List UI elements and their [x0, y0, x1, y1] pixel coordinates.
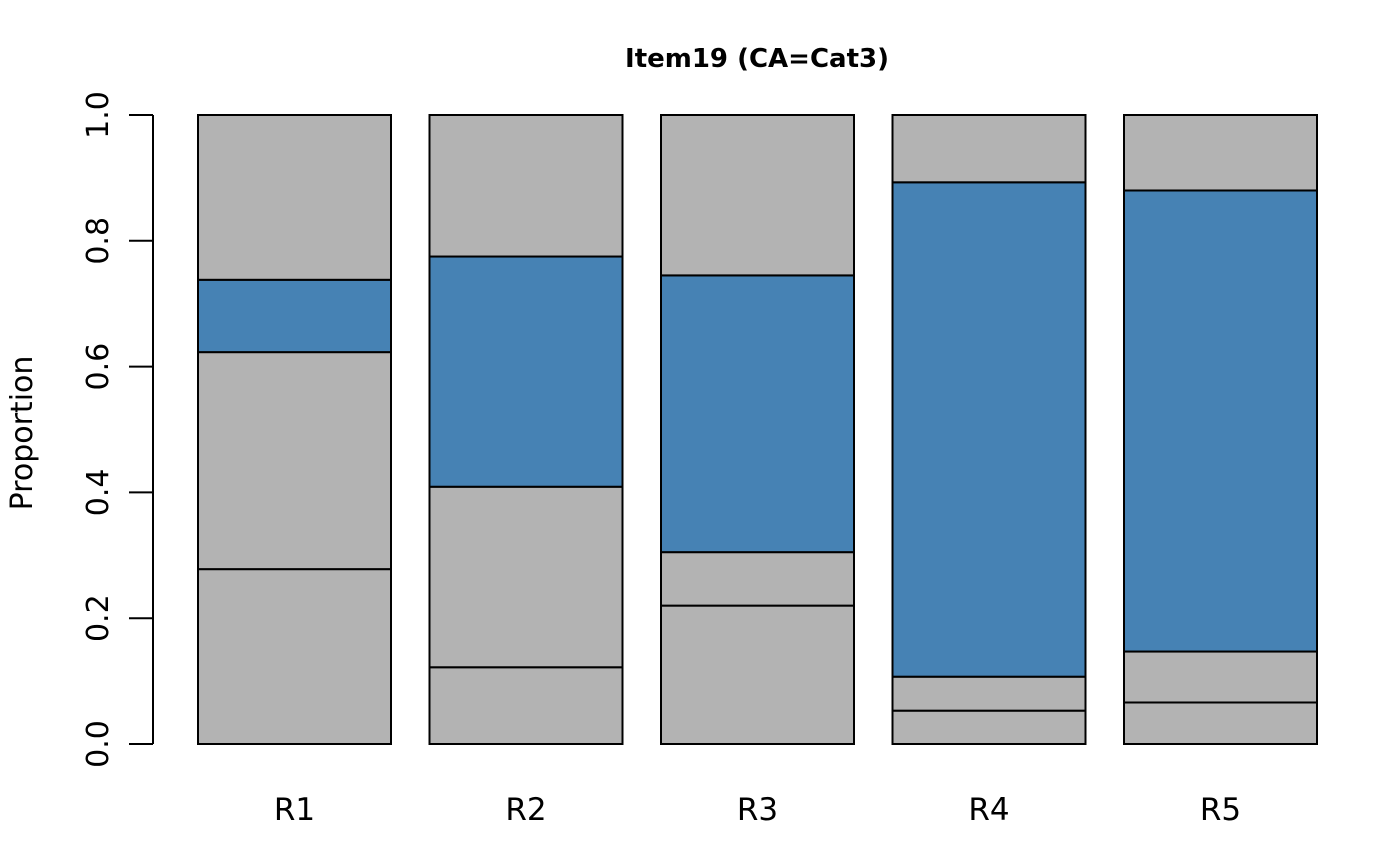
bar-segment-r1-3 [197, 278, 392, 354]
y-axis: 0.0 0.2 0.4 0.6 0.8 1.0 [81, 91, 154, 768]
y-axis-label: Proportion [5, 356, 40, 511]
x-tick-label: R3 [737, 792, 778, 828]
bars-group [197, 114, 1318, 746]
bar-segment-r2-1 [428, 666, 624, 746]
x-tick-label: R5 [1200, 792, 1241, 828]
bar-segment-r1-1 [197, 568, 392, 745]
y-tick-label: 0.4 [81, 469, 116, 517]
bar-segment-r3-2 [660, 551, 855, 607]
x-tick-label: R2 [505, 792, 546, 828]
y-tick-label: 0.6 [81, 343, 116, 391]
bar-segment-r3-3 [660, 274, 855, 554]
bar-segment-r1-2 [197, 351, 392, 571]
y-tick-label: 0.2 [81, 594, 116, 642]
bar-segment-r3-4 [660, 114, 855, 277]
bar-segment-r5-4 [1123, 114, 1318, 192]
x-tick-label: R1 [274, 792, 315, 828]
x-axis-labels: R1 R2 R3 R4 R5 [274, 792, 1241, 828]
bar-segment-r2-4 [428, 114, 624, 258]
bar-segment-r2-3 [428, 255, 624, 488]
bar-segment-r4-1 [891, 709, 1087, 746]
y-tick-label: 0.8 [81, 217, 116, 265]
y-tick-label: 1.0 [81, 91, 116, 139]
bar-segment-r4-4 [891, 114, 1087, 184]
bar-segment-r3-1 [660, 604, 855, 745]
bar-segment-r4-3 [891, 181, 1087, 678]
bar-segment-r5-3 [1123, 189, 1318, 653]
bar-segment-r4-2 [891, 675, 1087, 712]
bar-segment-r2-2 [428, 485, 624, 669]
y-tick-label: 0.0 [81, 720, 116, 768]
bar-segment-r5-2 [1123, 650, 1318, 704]
chart-title: Item19 (CA=Cat3) [625, 44, 889, 74]
x-tick-label: R4 [968, 792, 1009, 828]
bar-segment-r5-1 [1123, 701, 1318, 746]
bar-segment-r1-4 [197, 114, 392, 281]
